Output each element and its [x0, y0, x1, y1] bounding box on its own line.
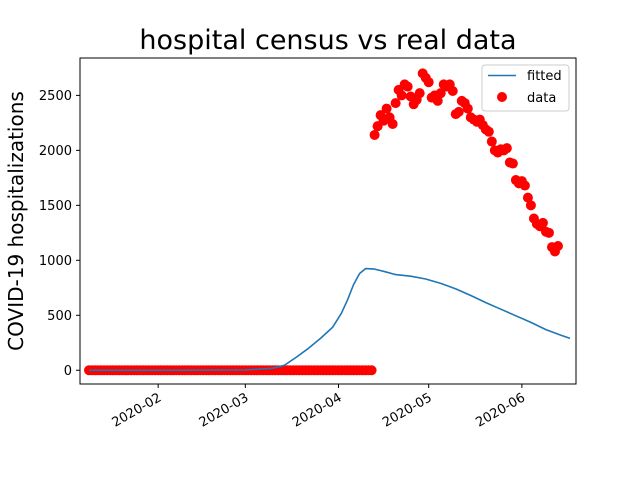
- marks-layer: [84, 68, 571, 376]
- data-point: [462, 103, 473, 114]
- y-tick-label: 1500: [39, 199, 72, 214]
- data-point: [453, 106, 464, 117]
- data-point: [519, 180, 530, 191]
- x-tick-label: 2020-03: [197, 390, 252, 430]
- x-tick-label: 2020-02: [110, 390, 165, 430]
- data-point: [369, 129, 380, 140]
- legend-data-label: data: [527, 91, 556, 106]
- data-point: [435, 88, 446, 99]
- data-point: [381, 103, 392, 114]
- chart-title: hospital census vs real data: [139, 25, 516, 56]
- plot-frame: [79, 57, 577, 385]
- data-point: [423, 77, 434, 88]
- x-tick-label: 2020-06: [473, 390, 528, 430]
- data-point: [525, 200, 536, 211]
- data-point: [537, 217, 548, 228]
- legend-data-swatch: [497, 92, 507, 102]
- data-point: [486, 136, 497, 147]
- data-point: [522, 192, 533, 203]
- data-point: [432, 95, 443, 106]
- legend-fitted-label: fitted: [527, 69, 562, 84]
- data-point: [501, 143, 512, 154]
- y-axis-label: COVID-19 hospitalizations: [4, 91, 28, 351]
- data-point: [396, 90, 407, 101]
- legend: fitted data: [481, 64, 570, 112]
- data-point: [387, 118, 398, 129]
- data-point: [390, 98, 401, 109]
- y-tick-label: 2500: [39, 89, 72, 104]
- x-tick-label: 2020-04: [290, 390, 345, 430]
- x-tick-label: 2020-05: [380, 390, 435, 430]
- data-point: [366, 365, 377, 376]
- y-tick-label: 500: [47, 309, 72, 324]
- y-tick-label: 2000: [39, 144, 72, 159]
- y-tick-label: 0: [64, 364, 72, 379]
- data-point: [414, 88, 425, 99]
- fitted-line: [89, 267, 571, 372]
- data-point: [507, 158, 518, 169]
- data-point: [483, 126, 494, 137]
- data-point: [402, 81, 413, 92]
- x-axis: 2020-02 2020-03 2020-04 2020-05 2020-06: [110, 384, 528, 431]
- data-point: [543, 227, 554, 238]
- data-point: [552, 241, 563, 252]
- y-tick-label: 1000: [39, 254, 72, 269]
- data-point: [447, 85, 458, 96]
- y-axis: 0 500 1000 1500 2000 2500: [39, 89, 80, 379]
